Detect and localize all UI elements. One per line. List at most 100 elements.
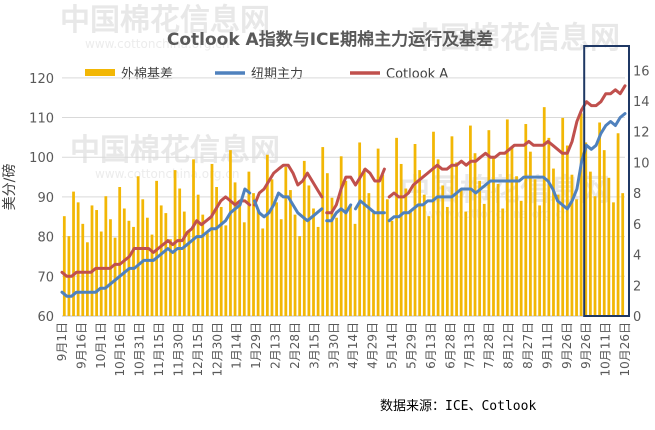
basis-bar — [159, 205, 163, 316]
basis-bar — [459, 190, 463, 316]
basis-bar — [238, 203, 242, 316]
basis-bar — [552, 168, 555, 316]
basis-bar — [436, 159, 440, 316]
x-tick-label: 10月31日 — [133, 322, 147, 377]
basis-bar — [505, 119, 509, 316]
x-tick-label: 4月29日 — [366, 322, 380, 369]
basis-bar — [529, 151, 532, 316]
basis-bar — [85, 242, 89, 316]
basis-bar — [205, 233, 209, 316]
x-tick-label: 12月15日 — [191, 322, 205, 377]
basis-bar — [616, 133, 620, 316]
basis-bar — [455, 162, 458, 316]
basis-bar — [270, 179, 274, 316]
watermark-url: www.cottonchina.org.cn — [85, 37, 229, 51]
y2-tick-label: 8 — [633, 187, 641, 202]
basis-bar — [496, 183, 500, 316]
basis-bar — [404, 188, 408, 316]
y2-tick-label: 6 — [633, 218, 641, 233]
basis-bar — [233, 182, 237, 316]
watermark-brand: 中国棉花信息网 — [60, 3, 270, 38]
basis-bar — [76, 202, 80, 316]
y2-tick-label: 2 — [633, 279, 641, 294]
basis-bar — [132, 226, 135, 316]
ice-line — [60, 112, 627, 298]
basis-bar — [339, 156, 343, 316]
x-tick-label: 12月30日 — [210, 322, 224, 377]
x-tick-label: 1月29日 — [249, 322, 263, 369]
basis-bar — [279, 219, 283, 316]
basis-bar — [515, 176, 518, 316]
x-tick-label: 9月1日 — [55, 322, 69, 361]
x-tick-label: 5月29日 — [404, 322, 418, 369]
x-tick-label: 2月28日 — [288, 322, 302, 369]
basis-bar — [538, 205, 542, 316]
basis-bar — [229, 150, 232, 316]
watermark-brand: 中国棉花信息网 — [70, 133, 280, 168]
source-note: 数据来源：ICE、Cotlook — [380, 399, 536, 414]
basis-bar — [256, 210, 260, 316]
x-tick-label: 4月14日 — [346, 322, 360, 369]
basis-bar — [72, 191, 75, 316]
basis-bar — [556, 194, 560, 316]
basis-bar — [487, 130, 491, 316]
basis-bar — [335, 217, 338, 316]
chart-title: Cotlook A指数与ICE期棉主力运行及基差 — [167, 29, 493, 50]
basis-bar — [445, 206, 449, 316]
basis-bar — [316, 226, 320, 316]
basis-bar — [113, 237, 117, 316]
basis-bar — [178, 188, 182, 316]
x-tick-label: 6月13日 — [424, 322, 438, 369]
y2-tick-label: 12 — [633, 126, 650, 141]
basis-bar — [473, 153, 477, 316]
x-tick-label: 5月14日 — [385, 322, 399, 369]
cotlook-line — [60, 84, 627, 278]
basis-bar — [362, 168, 366, 316]
x-tick-label: 6月28日 — [443, 322, 457, 369]
basis-bar — [450, 136, 454, 316]
basis-bar — [62, 216, 66, 316]
y-tick-label: 80 — [37, 231, 54, 246]
basis-bar — [542, 107, 546, 317]
y2-tick-label: 4 — [633, 249, 641, 264]
basis-bar — [575, 199, 578, 316]
basis-bar — [413, 144, 417, 316]
basis-bar — [441, 185, 445, 316]
basis-bar — [358, 142, 362, 316]
legend-swatch-basis — [85, 69, 115, 76]
basis-bar — [275, 202, 278, 316]
basis-bar — [621, 193, 625, 316]
y-tick-label: 120 — [29, 72, 54, 87]
basis-bar — [367, 193, 371, 316]
basis-bar — [612, 202, 615, 316]
legend-label: Cotlook A — [386, 67, 448, 82]
basis-bar — [385, 199, 389, 316]
basis-bar — [210, 163, 214, 316]
basis-bar — [242, 222, 246, 316]
basis-bar — [261, 228, 265, 316]
basis-bar — [219, 206, 223, 316]
x-tick-label: 11月15日 — [152, 322, 166, 377]
y-axis-right: 0 2 4 6 8 10 12 14 16 — [633, 64, 650, 325]
y2-tick-label: 10 — [633, 156, 650, 171]
basis-bar — [95, 210, 98, 316]
y-axis-left: 60 70 80 90 100 110 120 — [29, 72, 54, 325]
x-axis: 9月1日 9月16日 10月1日 10月16日 10月31日 11月15日 11月30日 12… — [55, 322, 632, 377]
basis-bar — [561, 117, 565, 317]
y-tick-label: 100 — [29, 151, 54, 166]
basis-bar — [390, 220, 394, 316]
x-tick-label: 8月12日 — [502, 322, 516, 369]
y-tick-label: 60 — [37, 310, 54, 325]
x-tick-label: 7月13日 — [463, 322, 477, 369]
basis-bar — [584, 142, 588, 316]
basis-bar — [533, 179, 537, 316]
x-tick-label: 9月26日 — [560, 322, 574, 369]
price-lines — [60, 84, 627, 298]
y-tick-label: 90 — [37, 191, 54, 206]
basis-bar — [422, 194, 426, 316]
basis-bar — [187, 230, 191, 316]
basis-bar — [524, 124, 528, 317]
basis-bar — [565, 145, 569, 316]
basis-bar — [145, 217, 149, 316]
